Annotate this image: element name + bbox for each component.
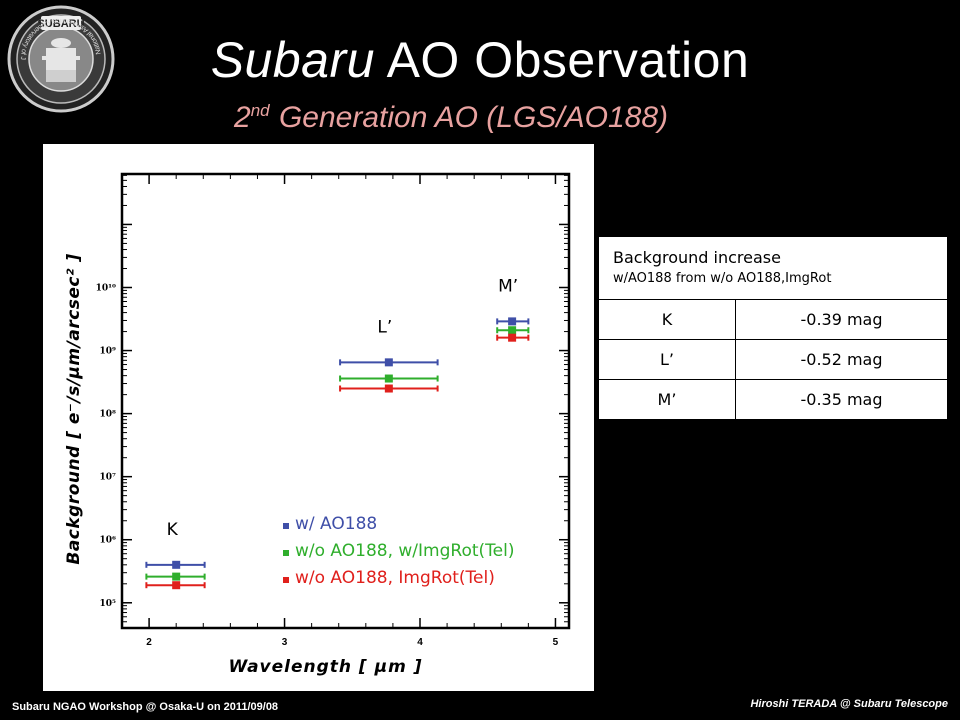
table-cell-band: K (598, 299, 736, 340)
table-cell-value: -0.39 mag (735, 299, 948, 340)
legend-label: w/ AO188 (295, 514, 377, 534)
x-tick-label: 5 (553, 637, 559, 648)
y-tick-label: 10⁸ (100, 410, 117, 420)
table-header-subtitle: w/AO188 from w/o AO188,ImgRot (613, 271, 832, 286)
plot-frame (120, 172, 571, 630)
title-italic: Subaru (210, 32, 375, 88)
data-point (384, 374, 393, 383)
subtitle-prefix: 2 (234, 101, 251, 134)
band-label: M’ (498, 276, 518, 296)
data-point (172, 572, 181, 581)
x-tick-label: 3 (282, 637, 288, 648)
table-header-cell: Background increase w/AO188 from w/o AO1… (598, 236, 948, 300)
table-header-title: Background increase (613, 248, 781, 267)
x-tick-label: 4 (417, 637, 423, 648)
subtitle-sup: nd (250, 101, 270, 120)
x-tick-label: 2 (146, 637, 152, 648)
title-rest: AO Observation (374, 32, 750, 88)
data-point (508, 333, 517, 342)
data-point (508, 317, 517, 326)
subtitle-rest: Generation AO (LGS/AO188) (270, 101, 669, 134)
footer-right: Hiroshi TERADA @ Subaru Telescope (750, 698, 948, 710)
data-point (172, 581, 181, 590)
data-point (172, 560, 181, 569)
slide-subtitle: 2nd Generation AO (LGS/AO188) (234, 92, 668, 137)
table-cell-band: L’ (598, 339, 736, 380)
footer-left: Subaru NGAO Workshop @ Osaka-U on 2011/0… (12, 701, 279, 713)
data-point (508, 326, 517, 335)
table-row: K -0.39 mag (598, 299, 948, 340)
legend-marker (283, 577, 289, 583)
y-tick-label: 10⁵ (100, 599, 117, 609)
y-tick-label: 10¹⁰ (96, 284, 116, 294)
table-row: M’ -0.35 mag (598, 379, 948, 420)
slide-title: Subaru AO Observation (0, 30, 960, 90)
legend-marker (283, 550, 289, 556)
table-cell-value: -0.52 mag (735, 339, 948, 380)
y-tick-label: 10⁶ (100, 536, 117, 546)
legend-label: w/o AO188, ImgRot(Tel) (295, 568, 495, 588)
logo-top-text: SUBARU (37, 18, 84, 30)
chart-panel: 2 3 4 5 10⁵ 10⁶ 10⁷ 10⁸ 10⁹ 10¹⁰ Wavelength [ μm ]… (43, 144, 594, 691)
data-point (384, 358, 393, 367)
y-tick-label: 10⁹ (100, 347, 117, 357)
background-chart: 2 3 4 5 10⁵ 10⁶ 10⁷ 10⁸ 10⁹ 10¹⁰ Wavelength [ μm ]… (64, 172, 571, 677)
table-cell-band: M’ (598, 379, 736, 420)
table-cell-value: -0.35 mag (735, 379, 948, 420)
x-axis-label: Wavelength [ μm ] (228, 657, 422, 677)
data-point (384, 384, 393, 393)
y-axis-label: Background [ e⁻/s/μm/arcsec² ] (64, 253, 84, 564)
table-row: L’ -0.52 mag (598, 339, 948, 380)
subaru-logo: SUBARU National Astronomical Observatory… (6, 4, 115, 113)
legend-label: w/o AO188, w/ImgRot(Tel) (295, 541, 514, 561)
legend-marker (283, 523, 289, 529)
band-label: K (167, 520, 179, 540)
y-tick-label: 10⁷ (100, 473, 117, 483)
band-label: L’ (377, 317, 392, 337)
background-increase-table: Background increase w/AO188 from w/o AO1… (598, 236, 948, 420)
